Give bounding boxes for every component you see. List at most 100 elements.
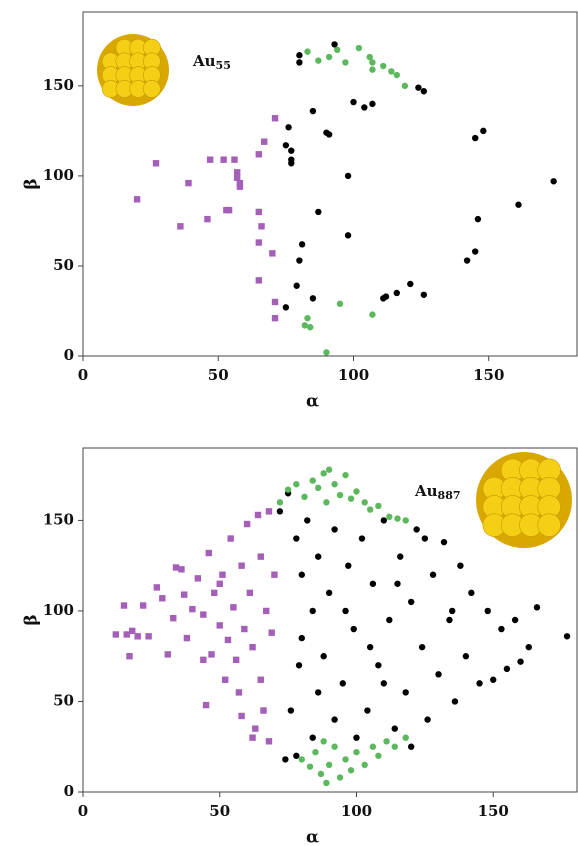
point	[307, 323, 314, 331]
point	[380, 680, 388, 687]
point	[424, 716, 431, 723]
point	[474, 215, 482, 223]
point	[446, 616, 453, 624]
point	[366, 506, 374, 513]
point	[325, 589, 333, 597]
point	[517, 658, 524, 665]
point	[413, 526, 420, 533]
point	[123, 631, 130, 638]
point	[350, 625, 357, 633]
point	[296, 59, 303, 66]
annotation: Au887	[414, 482, 461, 502]
point	[204, 215, 211, 223]
point	[407, 743, 415, 750]
point	[353, 734, 360, 741]
point	[320, 738, 327, 745]
point	[220, 156, 227, 163]
atom	[537, 513, 561, 537]
point	[309, 295, 317, 302]
point	[233, 169, 241, 176]
point	[397, 553, 404, 560]
point	[380, 62, 387, 70]
y-tick-label: 100	[43, 601, 74, 619]
point	[293, 282, 300, 289]
point	[164, 651, 171, 658]
point	[177, 223, 184, 230]
point	[451, 698, 459, 705]
point	[206, 156, 214, 163]
point	[293, 752, 300, 759]
point	[261, 138, 268, 145]
point	[525, 643, 532, 651]
point	[255, 151, 263, 158]
point	[235, 689, 243, 696]
point	[476, 680, 483, 687]
point	[304, 517, 311, 524]
point	[271, 571, 278, 578]
point	[227, 535, 234, 542]
y-tick-label: 150	[43, 510, 74, 528]
point	[254, 511, 262, 519]
point	[249, 734, 256, 741]
point	[402, 689, 409, 696]
point	[440, 538, 448, 546]
point	[145, 633, 152, 640]
point	[457, 562, 464, 569]
point	[331, 743, 338, 750]
point	[298, 241, 306, 248]
point	[380, 517, 388, 524]
point	[484, 607, 491, 615]
y-tick-label: 50	[53, 256, 74, 274]
point	[498, 625, 505, 633]
point	[202, 701, 210, 709]
point	[345, 562, 352, 569]
point	[361, 499, 368, 506]
point	[533, 604, 541, 611]
point	[255, 208, 263, 216]
point	[265, 738, 273, 745]
point	[246, 589, 254, 597]
point	[268, 629, 275, 636]
x-tick-label: 0	[78, 802, 88, 820]
nanoparticle	[97, 34, 169, 106]
point	[265, 508, 273, 515]
atom	[142, 79, 161, 98]
point	[314, 689, 322, 696]
point	[304, 314, 311, 322]
point	[550, 178, 557, 185]
point	[152, 160, 160, 167]
point	[420, 88, 428, 95]
point	[287, 707, 295, 714]
point	[126, 653, 133, 660]
point	[369, 743, 377, 750]
point	[344, 172, 352, 180]
point	[312, 748, 319, 756]
point	[315, 57, 322, 64]
point	[249, 643, 256, 651]
point	[172, 564, 180, 571]
point	[194, 575, 202, 582]
point	[369, 66, 376, 73]
point	[429, 571, 437, 578]
point	[401, 82, 409, 90]
point	[288, 160, 295, 167]
point	[231, 156, 238, 163]
point	[309, 107, 317, 115]
point	[503, 665, 511, 673]
point	[394, 515, 401, 522]
point	[295, 662, 303, 669]
point	[331, 526, 338, 533]
point	[309, 477, 316, 484]
point	[355, 44, 363, 52]
point	[366, 643, 374, 651]
point	[233, 174, 241, 181]
point	[112, 631, 120, 638]
point	[342, 59, 349, 66]
point	[342, 471, 349, 479]
point	[129, 627, 136, 635]
point	[361, 104, 368, 111]
point	[238, 562, 245, 569]
point	[219, 571, 226, 578]
point	[331, 481, 338, 488]
